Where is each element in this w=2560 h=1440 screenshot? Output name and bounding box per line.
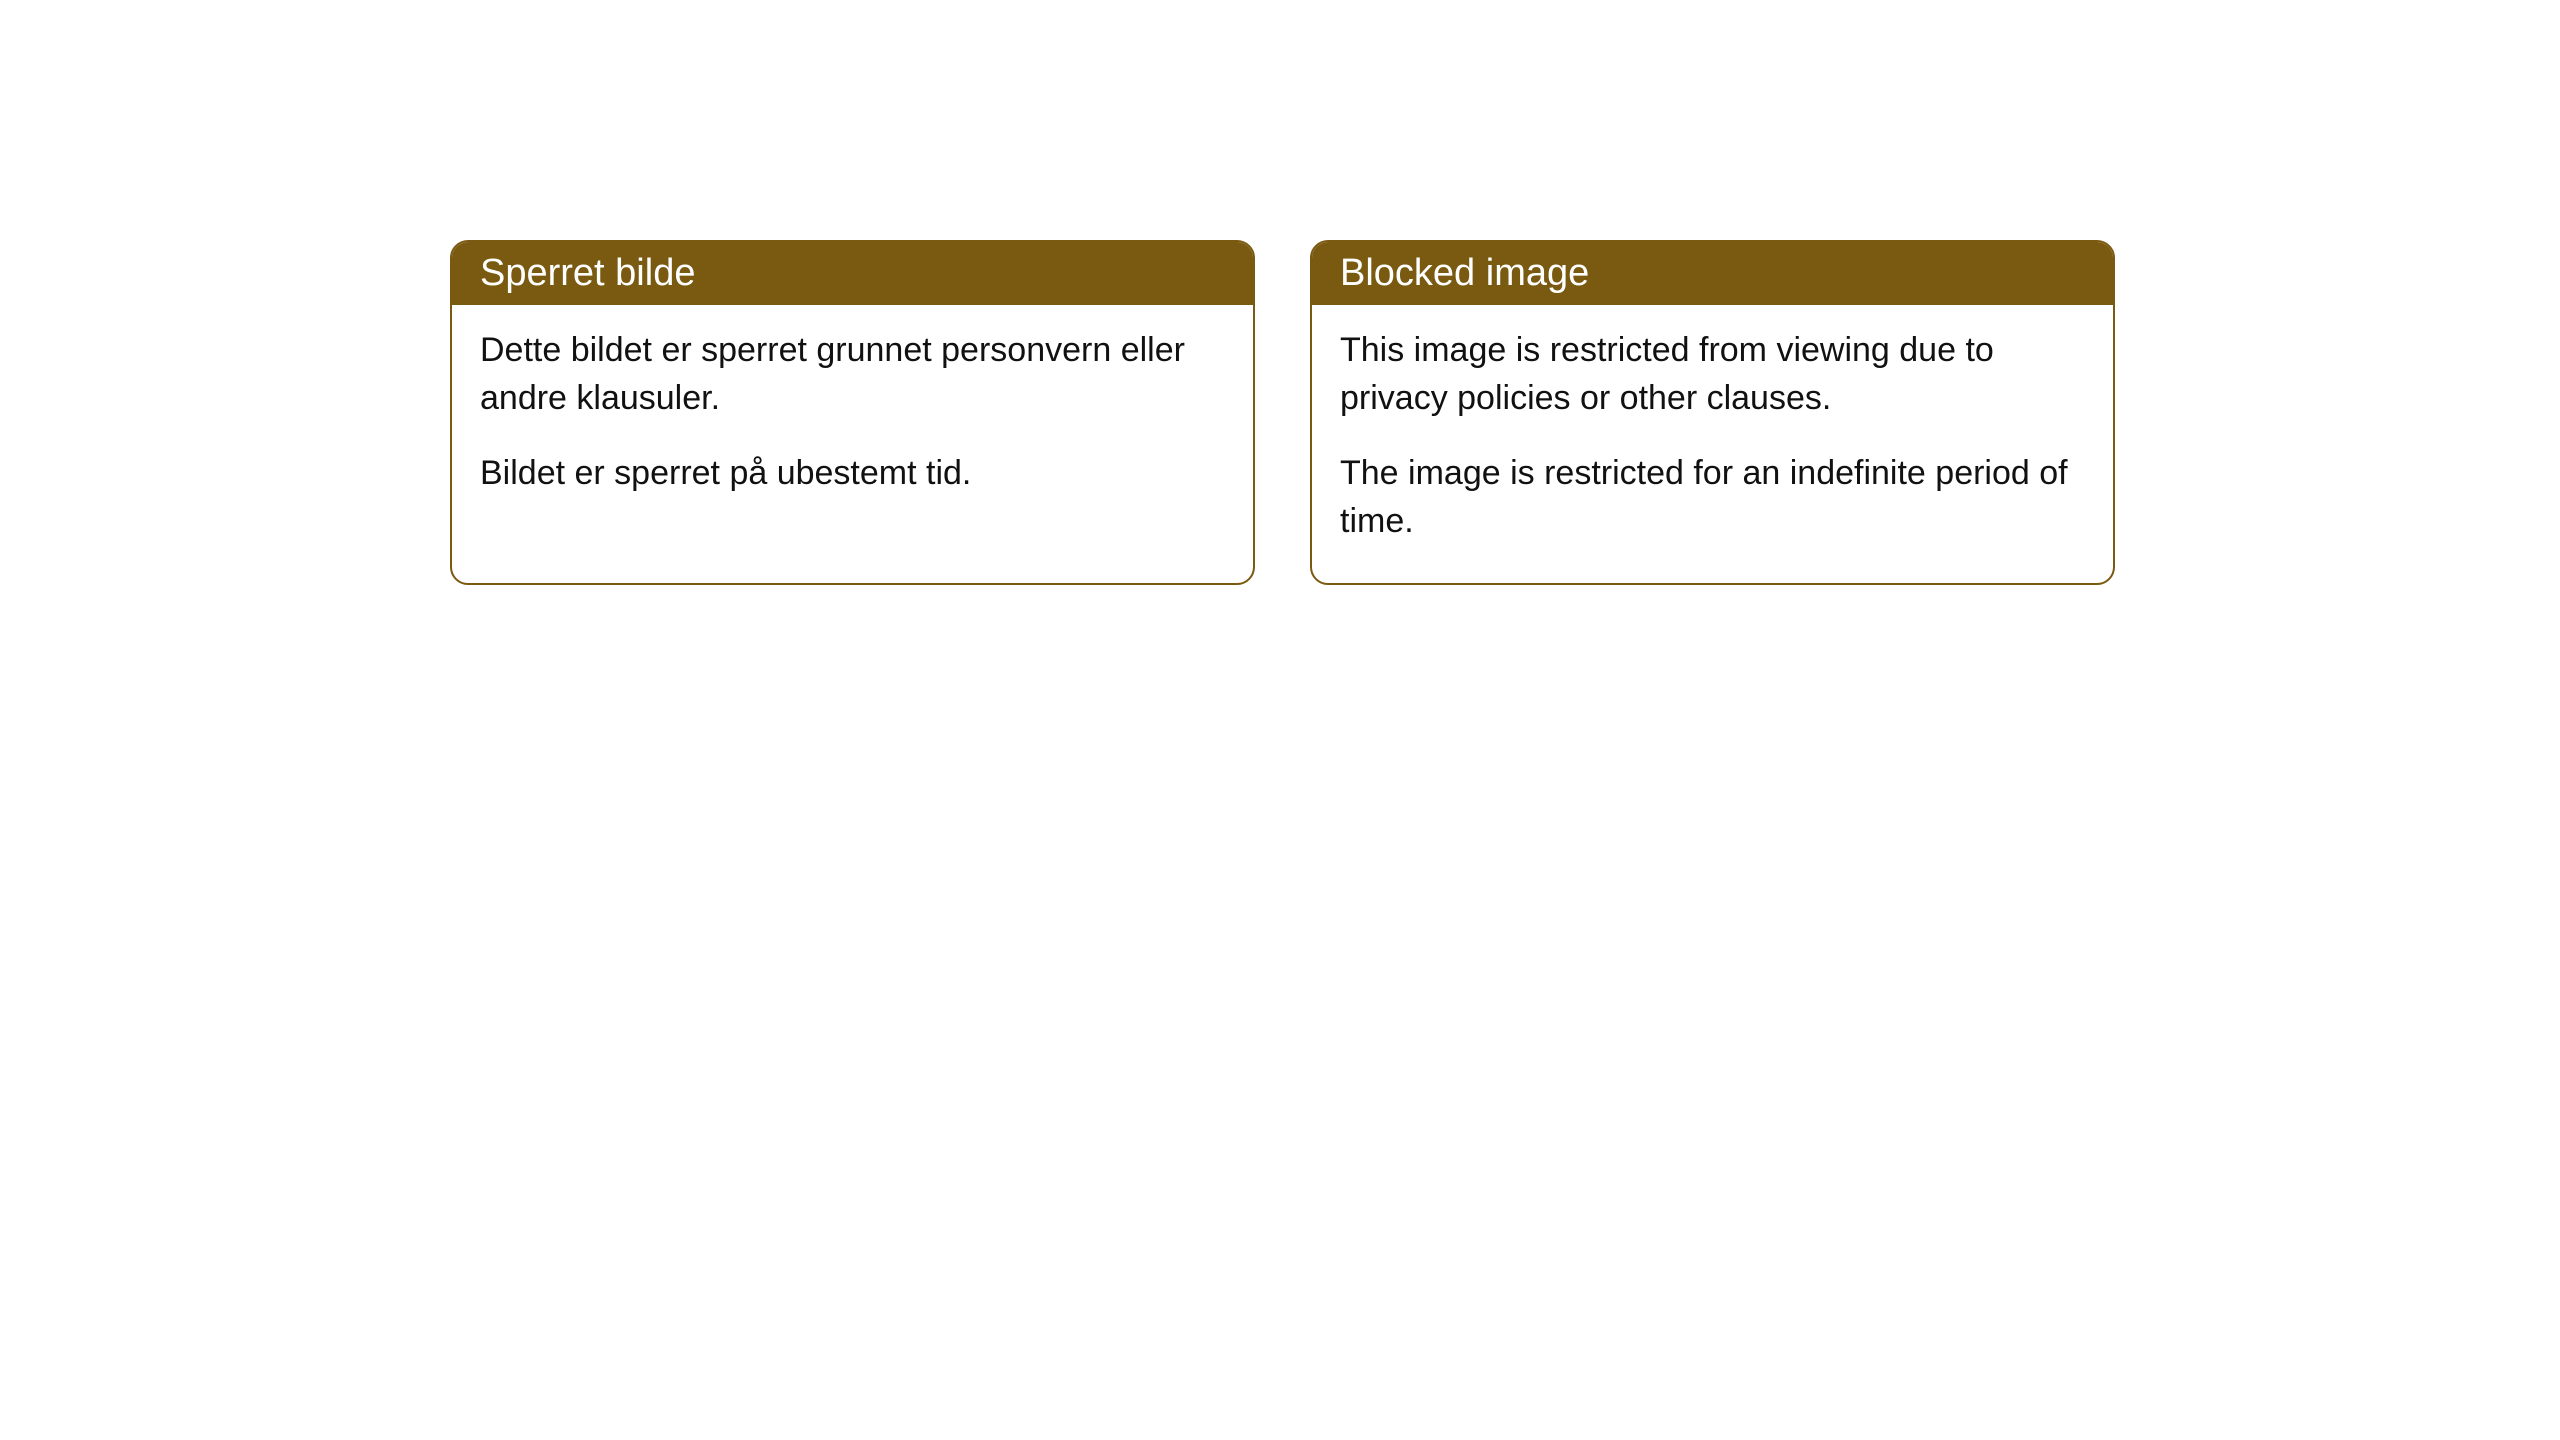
card-paragraph: This image is restricted from viewing du… — [1340, 327, 2085, 422]
card-paragraph: Bildet er sperret på ubestemt tid. — [480, 450, 1225, 498]
card-title: Sperret bilde — [480, 252, 695, 294]
notice-cards-container: Sperret bilde Dette bildet er sperret gr… — [450, 240, 2115, 585]
card-paragraph: Dette bildet er sperret grunnet personve… — [480, 327, 1225, 422]
notice-card-english: Blocked image This image is restricted f… — [1310, 240, 2115, 585]
card-title: Blocked image — [1340, 252, 1589, 294]
card-body: This image is restricted from viewing du… — [1312, 305, 2113, 583]
card-header: Blocked image — [1312, 242, 2113, 305]
card-body: Dette bildet er sperret grunnet personve… — [452, 305, 1253, 536]
card-paragraph: The image is restricted for an indefinit… — [1340, 450, 2085, 545]
card-header: Sperret bilde — [452, 242, 1253, 305]
notice-card-norwegian: Sperret bilde Dette bildet er sperret gr… — [450, 240, 1255, 585]
